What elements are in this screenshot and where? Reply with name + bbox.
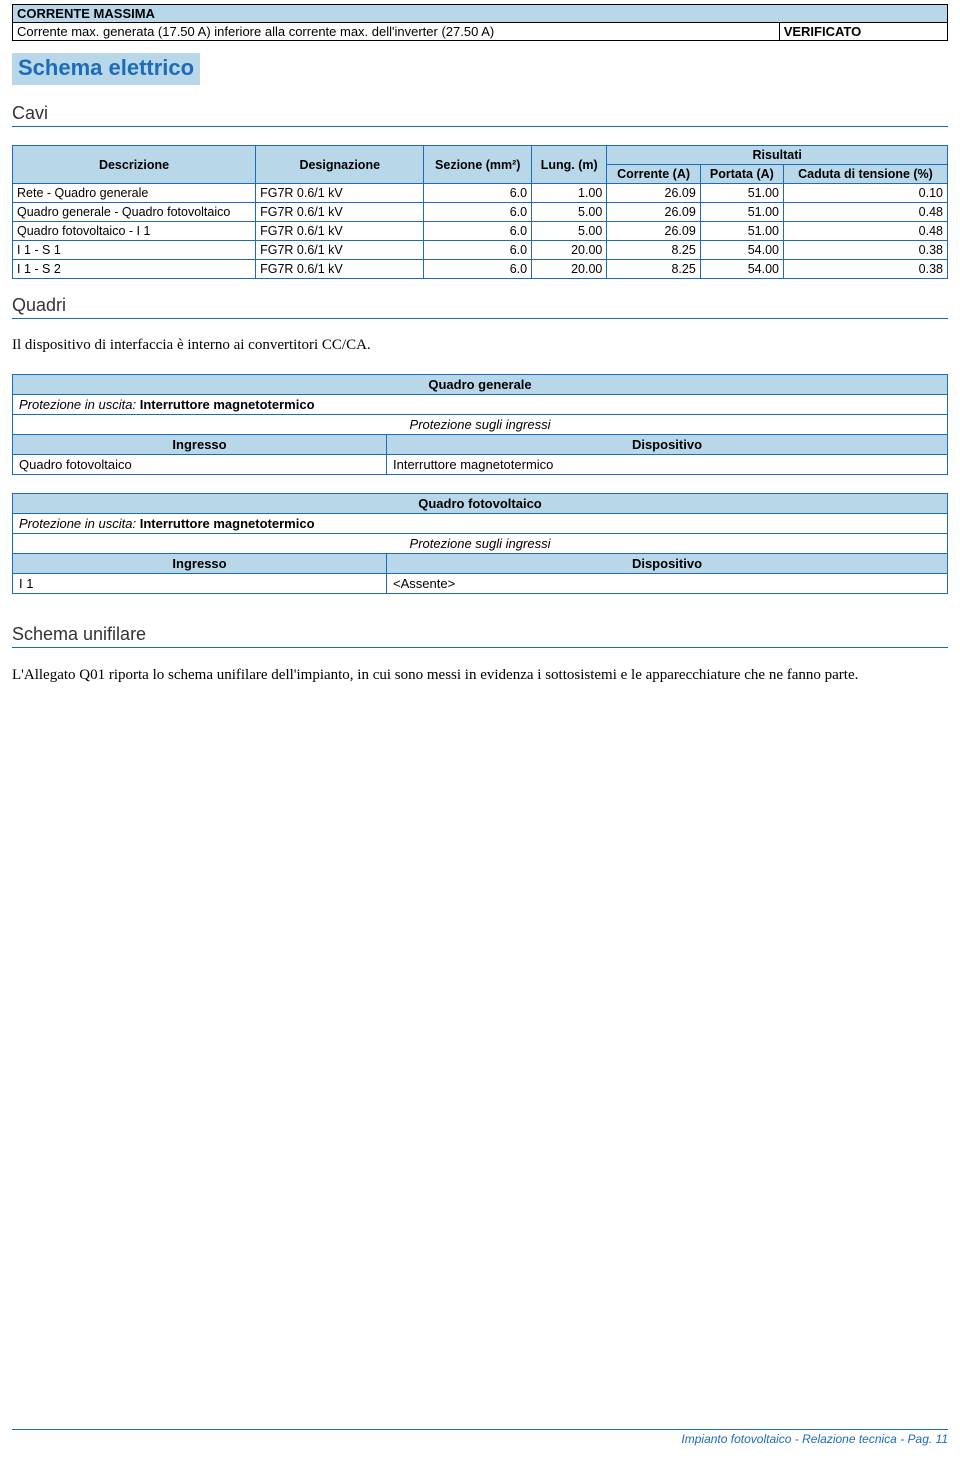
cavi-heading: Cavi (12, 103, 948, 124)
prot-ingressi-label: Protezione sugli ingressi (13, 415, 948, 435)
col-risultati: Risultati (607, 146, 948, 165)
col-dispositivo: Dispositivo (387, 435, 948, 455)
row-dispositivo: Interruttore magnetotermico (387, 455, 948, 475)
row-dispositivo: <Assente> (387, 574, 948, 594)
cell-sezione: 6.0 (424, 222, 532, 241)
cell-portata: 51.00 (700, 184, 783, 203)
corrente-massima-box: CORRENTE MASSIMA Corrente max. generata … (12, 4, 948, 41)
cell-desc: Quadro fotovoltaico - I 1 (13, 222, 256, 241)
cell-caduta: 0.48 (783, 222, 947, 241)
col-lung: Lung. (m) (532, 146, 607, 184)
cell-sezione: 6.0 (424, 241, 532, 260)
cell-portata: 54.00 (700, 241, 783, 260)
table-row: Quadro generale - Quadro fotovoltaicoFG7… (13, 203, 948, 222)
prot-label: Protezione in uscita: (19, 516, 136, 531)
cell-portata: 51.00 (700, 203, 783, 222)
cell-desig: FG7R 0.6/1 kV (256, 184, 424, 203)
unifilare-heading: Schema unifilare (12, 624, 948, 645)
cell-portata: 54.00 (700, 260, 783, 279)
cell-lung: 20.00 (532, 260, 607, 279)
prot-uscita: Protezione in uscita: Interruttore magne… (13, 514, 948, 534)
prot-value: Interruttore magnetotermico (140, 397, 315, 412)
cell-desc: I 1 - S 1 (13, 241, 256, 260)
col-portata: Portata (A) (700, 165, 783, 184)
cell-sezione: 6.0 (424, 260, 532, 279)
cell-lung: 20.00 (532, 241, 607, 260)
cell-lung: 5.00 (532, 222, 607, 241)
row-ingresso: I 1 (13, 574, 387, 594)
prot-value: Interruttore magnetotermico (140, 516, 315, 531)
panel-title: Quadro generale (13, 375, 948, 395)
cell-caduta: 0.48 (783, 203, 947, 222)
col-dispositivo: Dispositivo (387, 554, 948, 574)
panel-title: Quadro fotovoltaico (13, 494, 948, 514)
col-sezione: Sezione (mm²) (424, 146, 532, 184)
divider (12, 318, 948, 319)
quadri-paragraph: Il dispositivo di interfaccia è interno … (12, 337, 948, 354)
table-row: Quadro fotovoltaico - I 1FG7R 0.6/1 kV6.… (13, 222, 948, 241)
cell-desig: FG7R 0.6/1 kV (256, 222, 424, 241)
col-corrente: Corrente (A) (607, 165, 700, 184)
cell-corrente: 8.25 (607, 241, 700, 260)
col-designazione: Designazione (256, 146, 424, 184)
cell-caduta: 0.10 (783, 184, 947, 203)
cell-desig: FG7R 0.6/1 kV (256, 241, 424, 260)
section-schema-elettrico: Schema elettrico (12, 53, 200, 85)
quadro-generale-panel: Quadro generale Protezione in uscita: In… (12, 374, 948, 475)
quadri-heading: Quadri (12, 295, 948, 316)
prot-label: Protezione in uscita: (19, 397, 136, 412)
cell-corrente: 8.25 (607, 260, 700, 279)
cell-corrente: 26.09 (607, 203, 700, 222)
cell-desc: Rete - Quadro generale (13, 184, 256, 203)
cell-lung: 1.00 (532, 184, 607, 203)
cell-lung: 5.00 (532, 203, 607, 222)
divider (12, 647, 948, 648)
row-ingresso: Quadro fotovoltaico (13, 455, 387, 475)
cell-corrente: 26.09 (607, 222, 700, 241)
corrente-status: VERIFICATO (779, 23, 947, 41)
cell-desig: FG7R 0.6/1 kV (256, 203, 424, 222)
cell-desc: Quadro generale - Quadro fotovoltaico (13, 203, 256, 222)
cell-desc: I 1 - S 2 (13, 260, 256, 279)
table-row: I 1 - S 1FG7R 0.6/1 kV6.020.008.2554.000… (13, 241, 948, 260)
col-descrizione: Descrizione (13, 146, 256, 184)
cell-portata: 51.00 (700, 222, 783, 241)
cavi-table: Descrizione Designazione Sezione (mm²) L… (12, 145, 948, 279)
cell-corrente: 26.09 (607, 184, 700, 203)
col-ingresso: Ingresso (13, 554, 387, 574)
corrente-line: Corrente max. generata (17.50 A) inferio… (13, 23, 780, 41)
prot-ingressi-label: Protezione sugli ingressi (13, 534, 948, 554)
quadro-fotovoltaico-panel: Quadro fotovoltaico Protezione in uscita… (12, 493, 948, 594)
cell-desig: FG7R 0.6/1 kV (256, 260, 424, 279)
table-row: Rete - Quadro generaleFG7R 0.6/1 kV6.01.… (13, 184, 948, 203)
cell-caduta: 0.38 (783, 241, 947, 260)
cell-caduta: 0.38 (783, 260, 947, 279)
col-caduta: Caduta di tensione (%) (783, 165, 947, 184)
col-ingresso: Ingresso (13, 435, 387, 455)
page-footer: Impianto fotovoltaico - Relazione tecnic… (12, 1429, 948, 1446)
cell-sezione: 6.0 (424, 203, 532, 222)
corrente-header: CORRENTE MASSIMA (13, 5, 948, 23)
unifilare-paragraph: L'Allegato Q01 riporta lo schema unifila… (12, 666, 948, 686)
divider (12, 126, 948, 127)
cell-sezione: 6.0 (424, 184, 532, 203)
prot-uscita: Protezione in uscita: Interruttore magne… (13, 395, 948, 415)
table-row: I 1 - S 2FG7R 0.6/1 kV6.020.008.2554.000… (13, 260, 948, 279)
